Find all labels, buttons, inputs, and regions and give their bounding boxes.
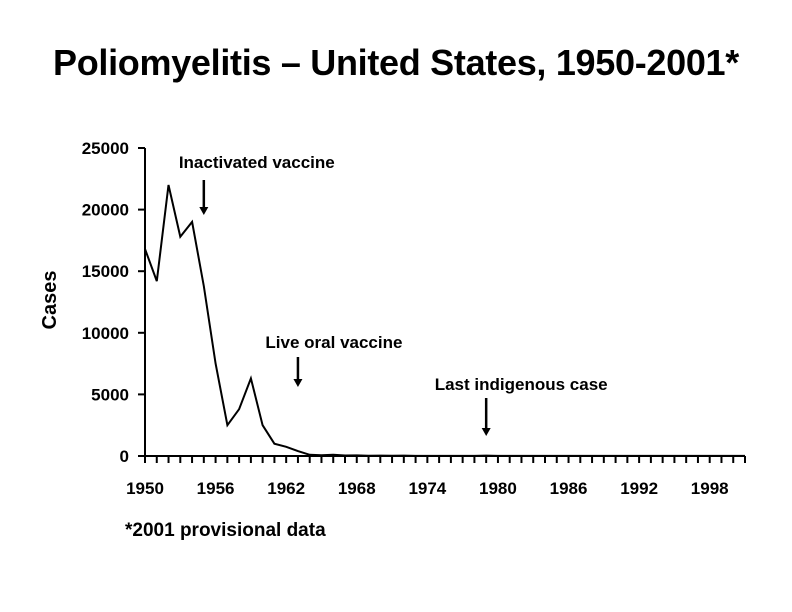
x-tick-label: 1956 bbox=[197, 479, 235, 498]
x-axis-ticks: 1950 1956 1962 1968 1974 1980 1986 1992 1998 bbox=[126, 456, 746, 498]
y-tick-label: 5000 bbox=[91, 385, 129, 404]
annotations-group: Inactivated vaccine Live oral vaccine Last… bbox=[179, 153, 608, 436]
x-tick-label: 1986 bbox=[550, 479, 588, 498]
annotation-arrow-head bbox=[199, 207, 209, 215]
y-tick-label: 15000 bbox=[82, 262, 129, 281]
y-tick-label: 20000 bbox=[82, 201, 129, 220]
annotation-label: Inactivated vaccine bbox=[179, 153, 335, 172]
x-tick-label: 1998 bbox=[691, 479, 729, 498]
x-tick-label: 1980 bbox=[479, 479, 517, 498]
chart-title: Poliomyelitis – United States, 1950-2001… bbox=[52, 42, 739, 83]
x-tick-label: 1974 bbox=[408, 479, 446, 498]
series-group bbox=[144, 184, 745, 457]
x-tick-label: 1968 bbox=[338, 479, 376, 498]
x-tick-label: 1992 bbox=[620, 479, 658, 498]
annotation-label: Live oral vaccine bbox=[265, 333, 402, 352]
chart-axes bbox=[144, 148, 745, 457]
x-tick-label: 1950 bbox=[126, 479, 164, 498]
y-axis-ticks: 0 5000 10000 15000 20000 25000 bbox=[82, 139, 145, 466]
annotation-label: Last indigenous case bbox=[435, 375, 608, 394]
y-axis-label: Cases bbox=[39, 271, 61, 330]
x-tick-label: 1962 bbox=[267, 479, 305, 498]
y-tick-label: 25000 bbox=[82, 139, 129, 158]
annotation-arrow-head bbox=[481, 428, 491, 436]
y-tick-label: 0 bbox=[120, 447, 129, 466]
series-line-cases bbox=[144, 184, 745, 457]
annotation-arrow-head bbox=[293, 379, 303, 387]
y-tick-label: 10000 bbox=[82, 324, 129, 343]
footnote: *2001 provisional data bbox=[125, 520, 326, 541]
